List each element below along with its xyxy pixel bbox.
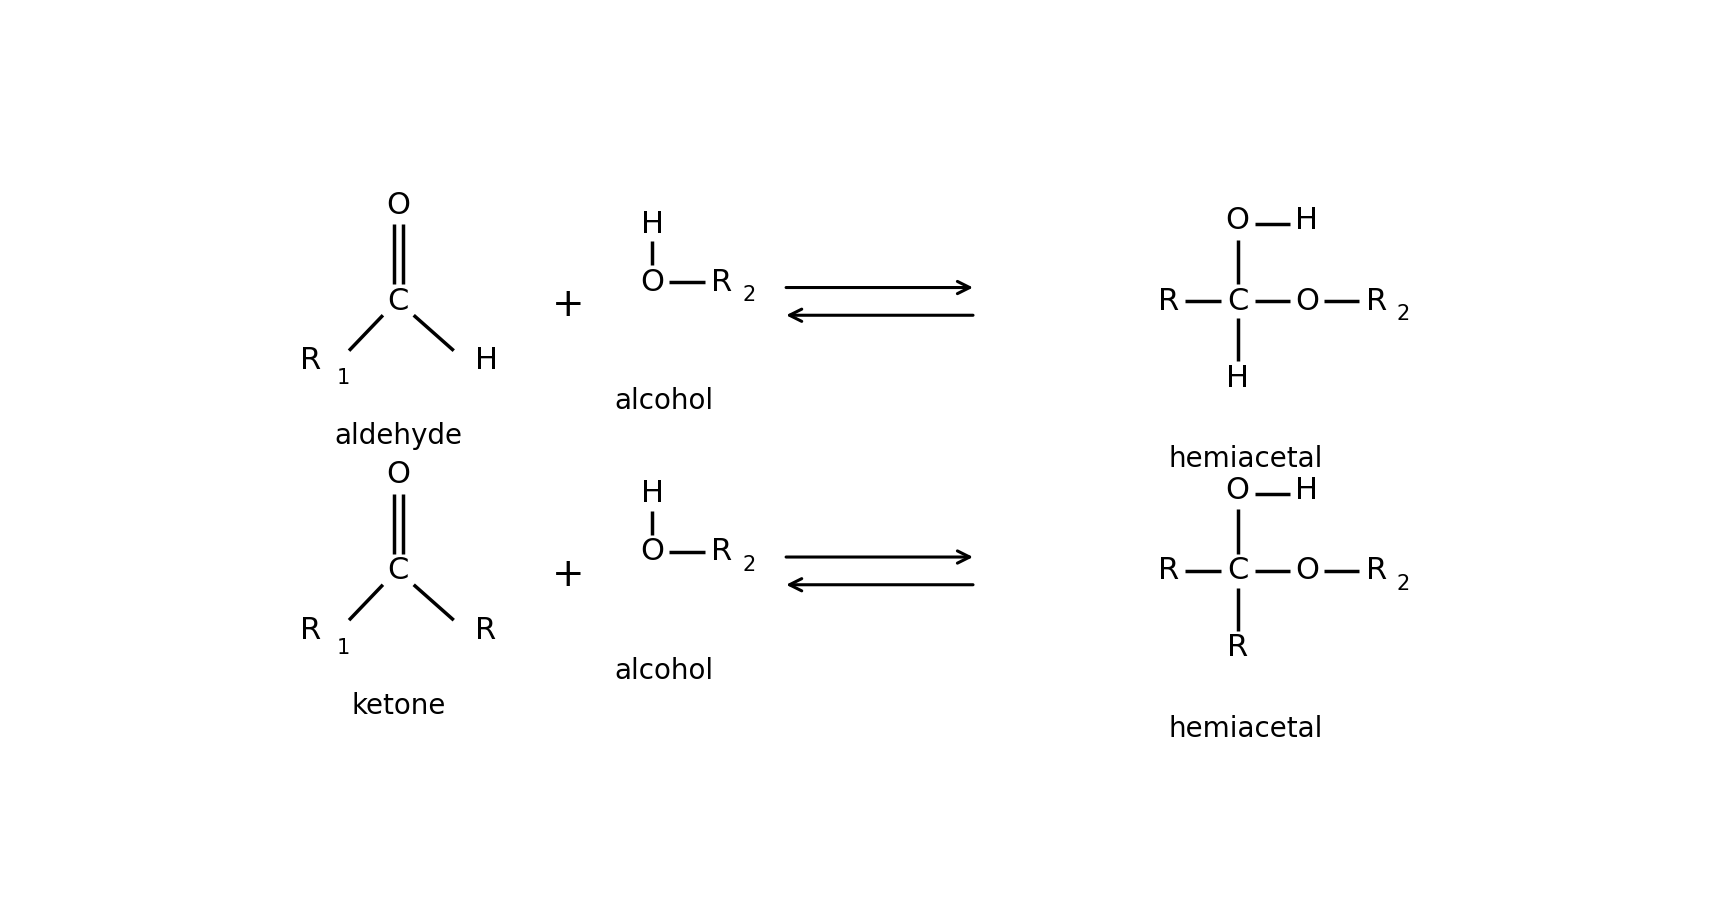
Text: R: R [1157, 557, 1180, 586]
Text: O: O [1294, 287, 1319, 316]
Text: R: R [475, 615, 496, 645]
Text: H: H [1227, 364, 1249, 393]
Text: 2: 2 [743, 555, 755, 575]
Text: 2: 2 [743, 286, 755, 305]
Text: 1: 1 [337, 638, 349, 658]
Text: alcohol: alcohol [614, 657, 713, 685]
Text: R: R [1365, 557, 1386, 586]
Text: H: H [1296, 206, 1319, 235]
Text: O: O [640, 268, 665, 296]
Text: +: + [552, 556, 585, 594]
Text: O: O [387, 460, 409, 489]
Text: aldehyde: aldehyde [335, 423, 462, 450]
Text: O: O [640, 537, 665, 566]
Text: 1: 1 [337, 369, 349, 388]
Text: hemiacetal: hemiacetal [1168, 445, 1322, 473]
Text: ketone: ketone [350, 692, 446, 720]
Text: 2: 2 [1397, 574, 1411, 594]
Text: R: R [300, 615, 321, 645]
Text: R: R [711, 268, 732, 296]
Text: C: C [387, 557, 409, 586]
Text: H: H [1296, 476, 1319, 505]
Text: R: R [1365, 287, 1386, 316]
Text: hemiacetal: hemiacetal [1168, 714, 1322, 742]
Text: H: H [640, 210, 665, 239]
Text: R: R [711, 537, 732, 566]
Text: H: H [475, 346, 498, 375]
Text: O: O [387, 191, 409, 220]
Text: R: R [1227, 633, 1247, 662]
Text: H: H [640, 479, 665, 508]
Text: 2: 2 [1397, 305, 1411, 324]
Text: alcohol: alcohol [614, 387, 713, 415]
Text: C: C [1227, 557, 1247, 586]
Text: O: O [1225, 476, 1249, 505]
Text: C: C [1227, 287, 1247, 316]
Text: +: + [552, 287, 585, 324]
Text: R: R [1157, 287, 1180, 316]
Text: O: O [1294, 557, 1319, 586]
Text: R: R [300, 346, 321, 375]
Text: O: O [1225, 206, 1249, 235]
Text: C: C [387, 287, 409, 316]
